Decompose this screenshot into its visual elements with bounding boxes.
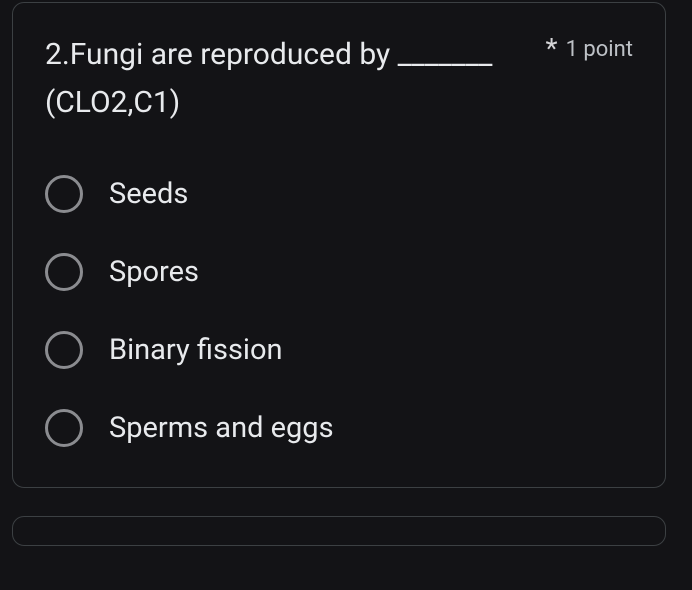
radio-icon[interactable] bbox=[45, 175, 83, 213]
option-label: Sperms and eggs bbox=[109, 411, 334, 445]
option-label: Spores bbox=[109, 255, 199, 289]
option-label: Binary fission bbox=[109, 333, 283, 367]
radio-icon[interactable] bbox=[45, 253, 83, 291]
options-list: Seeds Spores Binary fission Sperms and e… bbox=[45, 175, 633, 447]
option-row[interactable]: Seeds bbox=[45, 175, 633, 213]
radio-icon[interactable] bbox=[45, 409, 83, 447]
question-card: 2.Fungi are reproduced by _______ (CLO2,… bbox=[12, 2, 666, 488]
question-header: 2.Fungi are reproduced by _______ (CLO2,… bbox=[45, 31, 633, 127]
option-row[interactable]: Spores bbox=[45, 253, 633, 291]
points-container: * 1 point bbox=[546, 35, 633, 63]
next-question-card bbox=[12, 516, 666, 546]
option-label: Seeds bbox=[109, 177, 188, 211]
radio-icon[interactable] bbox=[45, 331, 83, 369]
points-label: 1 point bbox=[566, 37, 633, 62]
option-row[interactable]: Sperms and eggs bbox=[45, 409, 633, 447]
required-star-icon: * bbox=[546, 35, 558, 63]
option-row[interactable]: Binary fission bbox=[45, 331, 633, 369]
question-text: 2.Fungi are reproduced by _______ (CLO2,… bbox=[45, 31, 546, 127]
